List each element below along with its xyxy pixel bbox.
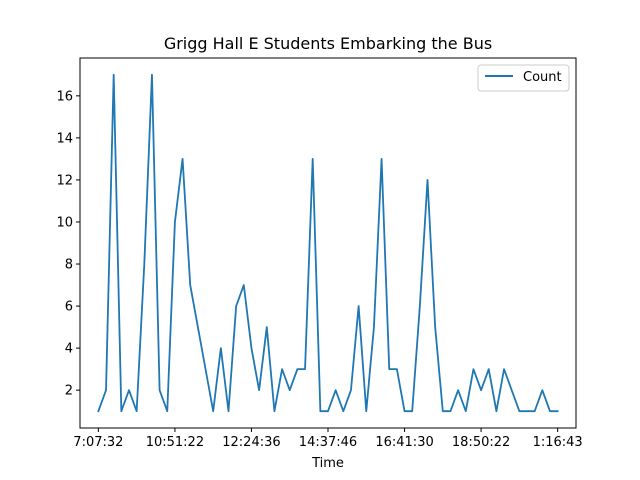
x-tick-label: 1:16:43 — [533, 435, 583, 450]
y-tick-label: 6 — [65, 300, 73, 315]
y-tick-label: 8 — [65, 258, 73, 273]
y-tick-label: 16 — [56, 89, 73, 104]
y-tick-label: 12 — [56, 173, 73, 188]
x-tick-label: 16:41:30 — [375, 435, 433, 450]
series-line — [97, 73, 559, 413]
x-tick-label: 12:24:36 — [222, 435, 280, 450]
legend: Count — [477, 64, 570, 92]
chart-title: Grigg Hall E Students Embarking the Bus — [164, 34, 492, 53]
legend-label: Count — [523, 70, 562, 85]
y-tick-label: 14 — [56, 131, 73, 146]
y-tick-label: 4 — [65, 342, 73, 357]
y-tick-label: 2 — [65, 384, 73, 399]
x-tick-label: 18:50:22 — [452, 435, 510, 450]
y-tick-label: 10 — [56, 215, 73, 230]
legend-box — [477, 64, 570, 92]
x-tick-label: 10:51:22 — [146, 435, 204, 450]
x-tick-label: 7:07:32 — [73, 435, 123, 450]
x-axis-label: Time — [311, 456, 344, 471]
plot-frame — [79, 57, 577, 429]
x-tick-label: 14:37:46 — [299, 435, 357, 450]
